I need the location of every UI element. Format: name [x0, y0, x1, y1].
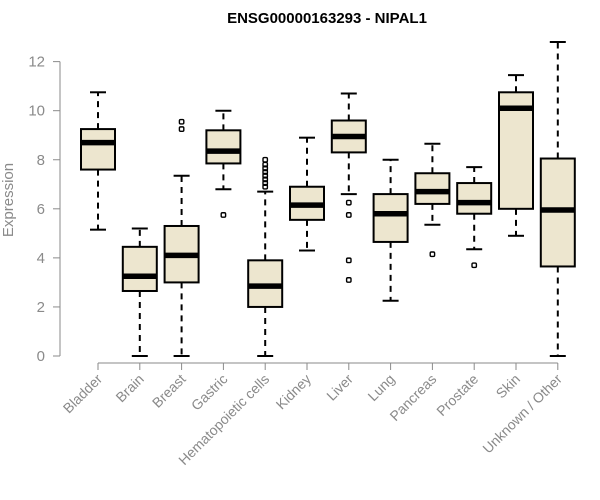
x-tick-label: Bladder — [60, 371, 106, 417]
box-liver — [330, 92, 367, 283]
y-tick-label: 8 — [37, 152, 45, 169]
y-tick-label: 2 — [37, 299, 45, 316]
outlier-point — [471, 262, 478, 269]
iqr-box — [498, 91, 534, 210]
x-tick-label: Kidney — [273, 371, 315, 413]
x-tick-label: Unknown / Other — [479, 371, 565, 457]
outlier-point — [262, 180, 269, 186]
iqr-box — [205, 129, 242, 165]
box-series — [80, 41, 576, 357]
x-tick-label: Prostate — [433, 371, 481, 419]
box-lung — [372, 158, 409, 302]
y-tick-label: 0 — [37, 348, 45, 365]
box-gastric — [205, 109, 242, 218]
outlier-point — [429, 251, 436, 258]
outlier-point — [178, 126, 185, 132]
outlier-point — [262, 169, 269, 175]
iqr-box — [80, 128, 116, 171]
x-tick-label: Lung — [364, 371, 397, 404]
box-unknown-other — [539, 41, 576, 357]
chart-title: ENSG00000163293 - NIPAL1 — [227, 10, 427, 27]
box-prostate — [456, 166, 493, 269]
box-brain — [121, 227, 158, 357]
outlier-point — [220, 212, 227, 218]
outlier-point — [262, 161, 269, 168]
box-breast — [163, 118, 200, 357]
outlier-point — [345, 257, 352, 264]
y-tick-label: 4 — [37, 250, 45, 267]
outlier-point — [262, 172, 269, 179]
iqr-box — [121, 245, 158, 292]
outlier-point — [178, 118, 185, 125]
y-tick-label: 12 — [28, 54, 45, 71]
outlier-point — [345, 277, 352, 283]
box-kidney — [289, 136, 325, 252]
outlier-point — [345, 212, 352, 218]
iqr-box — [372, 193, 409, 243]
box-pancreas — [414, 142, 451, 258]
iqr-box — [456, 182, 493, 215]
y-tick-label: 6 — [37, 201, 45, 218]
outlier-point — [262, 165, 269, 172]
x-tick-label: Brain — [112, 371, 146, 405]
y-axis: 0 2 4 6 8 10 12 — [28, 54, 61, 365]
y-axis-label: Expression — [0, 163, 17, 237]
x-tick-label: Liver — [323, 371, 356, 404]
y-tick-label: 10 — [28, 103, 45, 120]
box-skin — [498, 74, 534, 237]
x-tick-label: Breast — [149, 371, 189, 411]
x-tick-label: Skin — [493, 371, 524, 402]
box-bladder — [80, 91, 116, 231]
outlier-point — [262, 176, 269, 183]
outlier-point — [262, 183, 269, 190]
iqr-box — [414, 172, 451, 205]
outlier-point — [262, 156, 269, 163]
box-hematopoietic-cells — [247, 156, 284, 357]
outlier-point — [345, 199, 352, 206]
